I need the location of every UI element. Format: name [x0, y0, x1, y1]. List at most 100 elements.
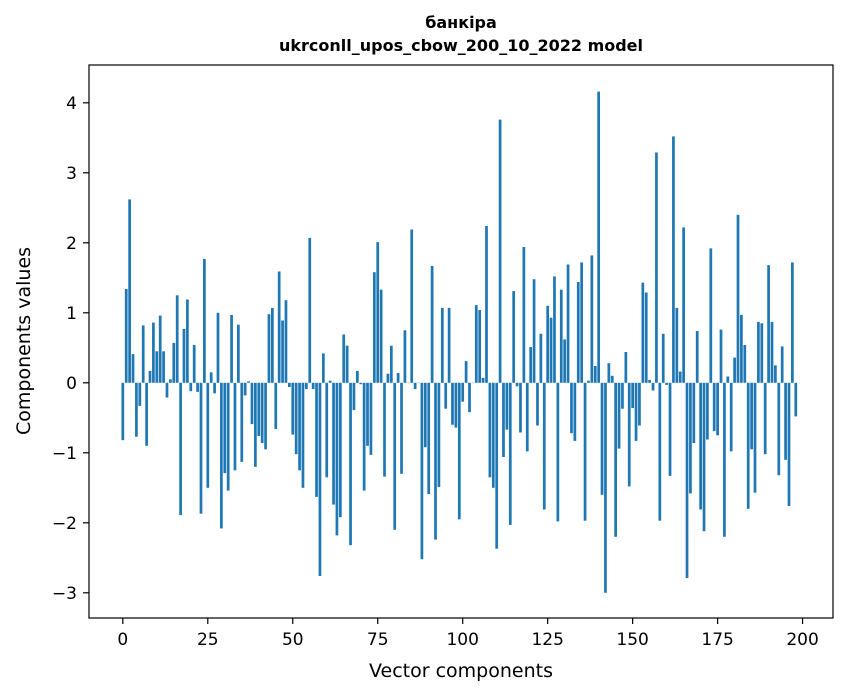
bar	[321, 353, 325, 383]
bar	[291, 382, 295, 435]
bar	[767, 265, 770, 383]
bar	[655, 152, 658, 383]
y-tick-label: 3	[66, 164, 77, 184]
bar	[512, 291, 516, 383]
bar	[318, 382, 322, 576]
bar	[468, 382, 471, 413]
bar	[590, 255, 594, 383]
bar	[743, 345, 747, 383]
bar	[610, 375, 614, 383]
bar	[288, 382, 291, 387]
bar	[128, 199, 131, 383]
bar	[566, 264, 570, 383]
bar	[403, 330, 407, 383]
bar	[746, 382, 750, 509]
bar	[505, 382, 509, 430]
y-tick-label: −2	[52, 514, 77, 534]
bar	[213, 382, 216, 394]
bar	[454, 382, 458, 428]
bar	[124, 289, 128, 383]
bar	[427, 382, 431, 495]
bar	[597, 91, 601, 383]
bar	[709, 248, 713, 383]
bar	[308, 237, 312, 383]
bar	[644, 292, 648, 383]
x-axis-label: Vector components	[369, 660, 553, 682]
bar	[522, 247, 526, 383]
y-axis-label: Components values	[13, 247, 35, 435]
bar	[784, 382, 787, 460]
bar	[631, 382, 634, 408]
bar	[209, 372, 213, 383]
bar	[226, 382, 230, 491]
bar	[488, 382, 492, 478]
bar	[247, 381, 250, 383]
bar	[624, 352, 628, 383]
bar	[753, 382, 757, 493]
y-tick-label: 2	[66, 234, 77, 254]
bar	[794, 382, 798, 417]
bar	[342, 334, 346, 383]
bar	[685, 382, 689, 579]
bar	[689, 382, 692, 494]
bar	[135, 382, 138, 437]
bar	[525, 382, 529, 452]
bar	[634, 382, 638, 441]
y-axis-ticks: −3 −2 −1 0 1 2 3 4	[52, 94, 89, 604]
bar	[733, 357, 736, 383]
bar	[396, 373, 400, 383]
bar	[763, 382, 767, 455]
bar	[614, 382, 618, 537]
bar	[498, 119, 502, 383]
bar	[423, 382, 427, 448]
x-tick-label: 75	[367, 630, 389, 650]
bar	[542, 382, 546, 510]
bar	[175, 295, 179, 383]
bar	[369, 382, 373, 455]
bar	[186, 299, 189, 383]
bar	[559, 289, 563, 383]
bar	[182, 328, 186, 383]
bar	[420, 382, 424, 560]
bar	[675, 307, 679, 383]
bar	[539, 333, 543, 383]
bar	[668, 382, 672, 476]
bar	[223, 382, 227, 474]
bar	[332, 382, 335, 505]
bar	[641, 282, 645, 383]
bar	[692, 382, 696, 443]
bar	[447, 307, 451, 383]
bar	[682, 227, 685, 383]
bar	[155, 351, 159, 383]
bar	[729, 382, 733, 452]
bar	[706, 382, 709, 440]
bar	[345, 345, 349, 383]
bar	[315, 382, 318, 497]
bar	[678, 371, 682, 383]
bar	[294, 382, 298, 455]
bar	[451, 382, 454, 425]
bar	[271, 307, 274, 383]
bar	[379, 289, 383, 383]
bar	[648, 380, 651, 383]
bar	[699, 382, 702, 510]
bar	[141, 325, 145, 383]
bar	[203, 258, 206, 383]
bar	[760, 323, 764, 383]
bar	[576, 282, 580, 383]
bar	[508, 382, 512, 525]
bar	[189, 382, 193, 392]
bar	[736, 214, 740, 383]
bar	[349, 382, 352, 546]
bar	[570, 382, 573, 434]
bar	[485, 226, 488, 383]
bar	[393, 382, 397, 530]
bar	[335, 382, 339, 536]
bar	[757, 321, 760, 383]
bar	[165, 382, 169, 398]
bar	[723, 382, 726, 537]
bar	[284, 300, 288, 383]
bar	[750, 382, 753, 450]
bar	[264, 382, 267, 450]
bar	[311, 382, 315, 390]
